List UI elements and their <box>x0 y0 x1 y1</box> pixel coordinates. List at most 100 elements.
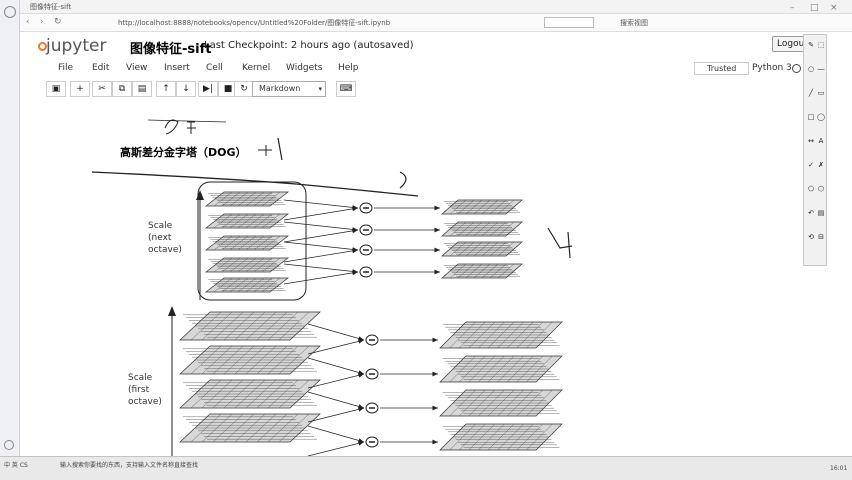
dog-pyramid-figure <box>91 119 573 456</box>
settings-icon[interactable] <box>4 440 14 450</box>
top-out-arrow-0-head <box>434 205 440 211</box>
copy-icon: ⧉ <box>118 84 126 94</box>
annotation-tool-icon[interactable]: ⟲ <box>808 233 814 241</box>
run-button[interactable]: ▶| <box>198 81 218 97</box>
top-out-arrow-1-head <box>434 227 440 233</box>
menu-kernel[interactable]: Kernel <box>242 63 271 73</box>
command-palette-button[interactable]: ⌨ <box>336 81 356 97</box>
menu-edit[interactable]: Edit <box>92 63 110 73</box>
stop-icon: ■ <box>223 84 233 94</box>
menu-view[interactable]: View <box>126 63 148 73</box>
cell-type-value: Markdown <box>259 84 301 93</box>
annotation-tool-icon[interactable]: ↶ <box>808 209 814 217</box>
restart-icon: ↻ <box>240 84 248 94</box>
paste-icon: ▤ <box>137 84 147 94</box>
first-link-b-1-head <box>358 373 364 378</box>
move-down-button[interactable]: ↓ <box>176 81 196 97</box>
first-gaussian-3 <box>179 413 321 443</box>
maximize-icon[interactable]: □ <box>810 3 819 13</box>
first-dog-0 <box>439 321 563 349</box>
annotation-tool-icon[interactable]: ↔ <box>808 137 814 145</box>
scale-axis-top-arrow <box>196 190 204 200</box>
first-link-b-1 <box>307 373 365 389</box>
menu-help[interactable]: Help <box>338 63 359 73</box>
first-link-b-0 <box>307 339 365 355</box>
markdown-cell[interactable]: 高斯差分金字塔（DOG） Scale (next octave) Scale (… <box>20 100 800 456</box>
menu-insert[interactable]: Insert <box>164 63 190 73</box>
menu-bar: File Edit View Insert Cell Kernel Widget… <box>20 60 801 78</box>
arrow-down-icon: ↓ <box>182 84 190 94</box>
first-link-a-3 <box>307 425 365 443</box>
scale-first-line1: Scale <box>128 373 153 383</box>
menu-widgets[interactable]: Widgets <box>286 63 323 73</box>
scale-first-line2: (first <box>128 385 150 395</box>
first-link-a-0 <box>307 323 365 341</box>
annotation-tool-icon[interactable]: ⬚ <box>817 41 825 49</box>
top-dog-2 <box>441 241 523 257</box>
taskbar-ime[interactable]: 中 英 CS <box>4 462 28 469</box>
logo-text: jupyter <box>46 36 107 56</box>
circled-group <box>197 181 307 301</box>
top-dog-3 <box>441 263 523 279</box>
first-link-b-2 <box>307 407 365 423</box>
restart-button[interactable]: ↻ <box>234 81 254 97</box>
annotation-tool-icon[interactable]: □ <box>807 113 815 121</box>
move-up-button[interactable]: ↑ <box>156 81 176 97</box>
back-icon[interactable]: ‹ <box>26 17 30 27</box>
taskbar: 中 英 CS 输入搜索你要找的东西，支持输入文件名称直接查找 16:01 <box>0 456 852 480</box>
annotation-tool-icon[interactable]: ― <box>817 65 825 73</box>
top-link-b-0 <box>283 207 359 221</box>
plus-icon: + <box>76 84 84 94</box>
annotation-tool-icon[interactable]: ⊟ <box>818 233 824 241</box>
top-link-b-3-head <box>352 270 358 276</box>
address-bar: ‹ › ↻ http://localhost:8888/notebooks/op… <box>20 14 852 32</box>
url-field[interactable]: http://localhost:8888/notebooks/opencv/U… <box>118 19 391 27</box>
close-icon[interactable]: × <box>830 3 838 13</box>
annotation-tool-icon[interactable]: ✗ <box>818 161 824 169</box>
arrow-up-icon: ↑ <box>162 84 170 94</box>
notebook-title[interactable]: 图像特征-sift <box>130 42 212 57</box>
cell-type-select[interactable]: Markdown ▾ <box>252 81 326 97</box>
taskbar-search[interactable]: 输入搜索你要找的东西，支持输入文件名称直接查找 <box>60 462 199 469</box>
notebook-header: jupyter 图像特征-sift Last Checkpoint: 2 hou… <box>20 32 813 60</box>
first-link-b-3 <box>307 441 365 456</box>
annotation-tool-icon[interactable]: ✎ <box>808 41 814 49</box>
annotation-tool-icon[interactable]: ⬠ <box>807 185 815 193</box>
annotation-tool-icon[interactable]: ◯ <box>817 113 825 121</box>
annotation-tool-icon[interactable]: ⬡ <box>817 185 825 193</box>
forward-icon[interactable]: › <box>40 17 44 27</box>
browser-logo-icon[interactable] <box>4 6 16 18</box>
jupyter-logo[interactable]: jupyter <box>38 36 107 56</box>
scale-next-line3: octave) <box>148 245 182 255</box>
top-dog-0 <box>441 199 523 215</box>
annotation-tool-icon[interactable]: A <box>818 137 824 145</box>
annotation-tool-icon[interactable]: ▭ <box>817 89 825 97</box>
kernel-name[interactable]: Python 3 <box>752 63 792 73</box>
reload-icon[interactable]: ↻ <box>54 17 62 27</box>
add-cell-button[interactable]: + <box>70 81 90 97</box>
annotation-tool-icon[interactable]: ▤ <box>817 209 825 217</box>
underline-stroke <box>147 119 227 123</box>
first-gaussian-2 <box>179 379 321 409</box>
browser-tab[interactable]: 图像特征-sift <box>30 3 72 11</box>
paste-button[interactable]: ▤ <box>132 81 152 97</box>
trusted-badge[interactable]: Trusted <box>694 62 750 75</box>
scissors-icon: ✂ <box>98 84 106 94</box>
top-link-b-2 <box>283 249 359 263</box>
copy-button[interactable]: ⧉ <box>112 81 132 97</box>
minimize-icon[interactable]: – <box>790 3 795 13</box>
scale-label-next: Scale (next octave) <box>148 220 182 256</box>
menu-cell[interactable]: Cell <box>206 63 223 73</box>
handwriting-1 <box>277 137 283 161</box>
annotation-tool-icon[interactable]: ✓ <box>808 161 814 169</box>
menu-file[interactable]: File <box>58 63 74 73</box>
save-button[interactable]: ▣ <box>46 81 66 97</box>
search-input[interactable] <box>544 17 594 28</box>
first-link-a-2 <box>307 391 365 409</box>
top-link-a-1 <box>283 221 359 231</box>
annotation-tool-icon[interactable]: ╱ <box>808 89 814 97</box>
kernel-status-icon <box>792 64 801 73</box>
annotation-tool-icon[interactable]: ○ <box>807 65 815 73</box>
cut-button[interactable]: ✂ <box>92 81 112 97</box>
handwriting-5 <box>164 119 179 135</box>
